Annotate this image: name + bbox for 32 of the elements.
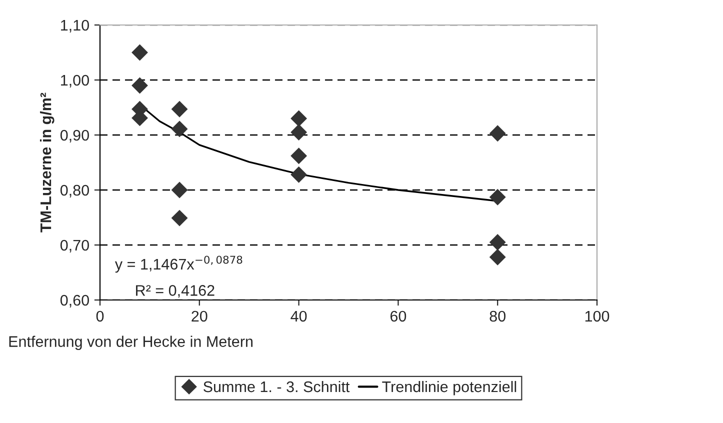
x-tick-label: 20	[192, 310, 208, 322]
annotation: R² = 0,4162	[136, 285, 214, 298]
y-tick-label: 0,70	[60, 240, 89, 252]
point	[290, 124, 308, 140]
point	[290, 110, 308, 127]
y-axis-title: TM-Luzerne in g/m²	[40, 92, 54, 232]
point	[171, 210, 188, 226]
legend-label: Summe 1. - 3. Schnitt	[204, 380, 350, 392]
annotation: y = 1,1467x$^{−0,0878}$	[114, 256, 242, 273]
point	[489, 234, 506, 250]
point	[290, 166, 308, 183]
point	[171, 182, 188, 198]
point	[489, 188, 506, 206]
point	[171, 100, 188, 118]
point	[489, 125, 506, 142]
point	[132, 77, 148, 94]
point	[171, 120, 188, 138]
point	[290, 148, 308, 164]
x-tick-label: 80	[490, 310, 506, 322]
point	[132, 44, 148, 61]
y-tick-label: 1,00	[61, 74, 89, 88]
y-tick-label: 0,60	[60, 294, 89, 308]
legend-label: Trendlinie potenziell	[382, 380, 516, 396]
point	[489, 248, 506, 266]
x-tick-label: 40	[290, 310, 307, 322]
y-tick-label: 1,10	[61, 20, 89, 32]
x-tick-label: 100	[585, 310, 610, 322]
x-axis-title: Entfernung von der Hecke in Metern	[9, 336, 252, 350]
x-tick-label: 60	[390, 310, 406, 322]
x-tick-label: 0	[96, 310, 104, 322]
y-tick-label: 0,80	[60, 184, 89, 198]
y-tick-label: 0,90	[60, 130, 89, 142]
